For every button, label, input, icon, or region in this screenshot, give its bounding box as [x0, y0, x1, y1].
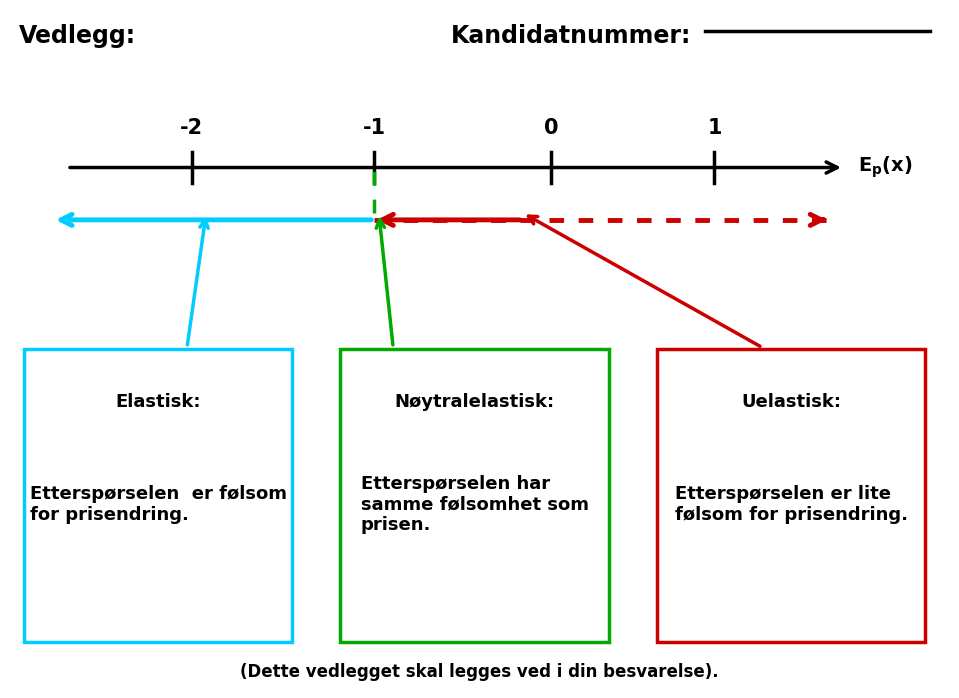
Text: Vedlegg:: Vedlegg: — [19, 24, 136, 48]
Text: 1: 1 — [707, 118, 722, 138]
Text: -1: -1 — [363, 118, 386, 138]
Text: (Dette vedlegget skal legges ved i din besvarelse).: (Dette vedlegget skal legges ved i din b… — [240, 662, 719, 681]
Text: 0: 0 — [544, 118, 559, 138]
Text: Etterspørselen er lite
følsom for prisendring.: Etterspørselen er lite følsom for prisen… — [675, 485, 907, 524]
Text: Uelastisk:: Uelastisk: — [741, 393, 841, 410]
Text: Nøytralelastisk:: Nøytralelastisk: — [395, 393, 554, 410]
FancyBboxPatch shape — [340, 349, 609, 642]
FancyBboxPatch shape — [657, 349, 925, 642]
Text: Elastisk:: Elastisk: — [115, 393, 201, 410]
Text: Kandidatnummer:: Kandidatnummer: — [451, 24, 691, 48]
Text: -2: -2 — [180, 118, 203, 138]
FancyBboxPatch shape — [24, 349, 292, 642]
Text: $\mathbf{E_p(x)}$: $\mathbf{E_p(x)}$ — [858, 155, 913, 180]
Text: Etterspørselen  er følsom
for prisendring.: Etterspørselen er følsom for prisendring… — [30, 485, 287, 524]
Text: Etterspørselen har
samme følsomhet som
prisen.: Etterspørselen har samme følsomhet som p… — [361, 475, 589, 534]
